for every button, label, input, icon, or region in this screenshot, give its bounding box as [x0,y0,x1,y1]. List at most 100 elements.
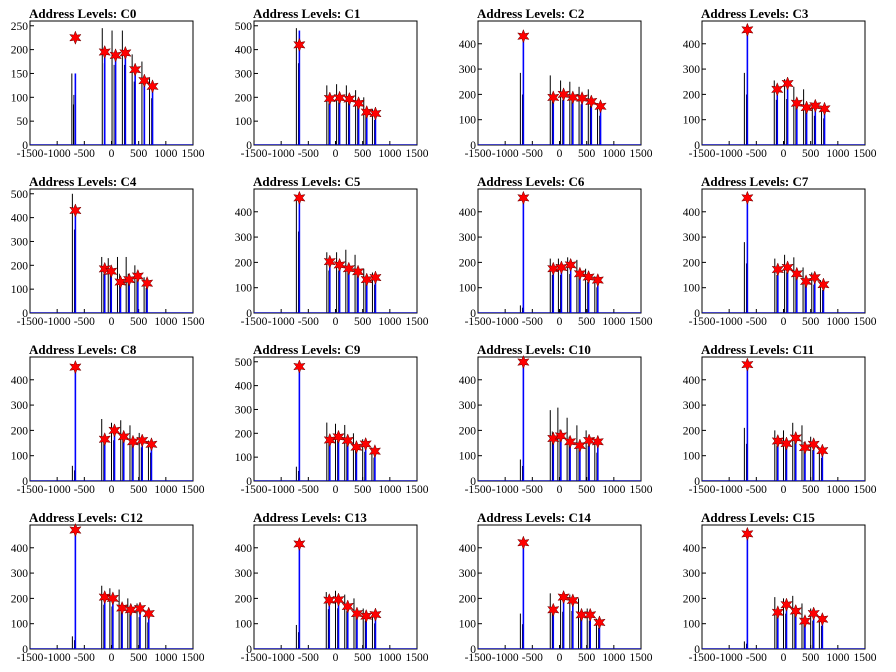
peak-marker [573,266,587,281]
x-tick-label: -500 [522,484,543,496]
x-tick-label: 0 [109,484,115,496]
x-tick-label: -1000 [268,316,295,328]
y-tick-label: 200 [11,45,29,57]
y-tick-label: 400 [235,381,253,393]
peak-marker [816,611,829,627]
x-tick-label: 1000 [826,652,849,664]
y-tick-label: 100 [683,283,701,295]
chart-panel-5: Address Levels: C5 0 100 200 300 400 -1500 -100… [235,174,429,328]
y-tick-label: 250 [11,21,29,33]
plot-frame [29,20,194,146]
peak-marker [591,272,605,288]
y-tick-label: 0 [694,308,700,320]
x-tick-label: -1000 [716,652,743,664]
peak-marker [108,423,121,438]
y-tick-label: 400 [11,543,29,555]
x-tick-label: 500 [130,316,148,328]
chart-title: Address Levels: C14 [477,510,591,525]
y-tick-label: 300 [459,64,477,76]
x-tick-label: 500 [354,148,372,160]
x-tick-label: -500 [522,316,543,328]
peak-marker [350,606,364,621]
chart-panel-11: Address Levels: C11 0 100 200 300 400 -1500 -10… [683,342,877,496]
peak-marker [807,437,820,452]
peak-marker [98,432,111,447]
peak-marker [547,602,560,617]
x-tick-label: 0 [557,316,563,328]
y-tick-label: 400 [683,375,701,387]
peak-marker [146,79,159,94]
y-tick-label: 0 [246,476,252,488]
peak-marker [809,98,822,113]
peak-marker [98,44,111,60]
y-tick-label: 400 [683,207,701,219]
y-tick-label: 300 [235,232,253,244]
peak-marker [573,438,587,453]
x-tick-label: -1500 [241,148,268,160]
x-tick-label: -1500 [689,148,716,160]
peak-marker [517,535,530,550]
peak-marker [771,605,785,620]
plot-frame [701,188,866,314]
x-tick-label: 1500 [630,148,653,160]
y-tick-label: 0 [470,644,476,656]
y-tick-label: 400 [11,213,29,225]
peak-marker [332,592,345,607]
plot-frame [701,20,866,146]
y-tick-label: 100 [11,92,29,104]
x-tick-label: 500 [802,316,820,328]
peak-marker [342,261,356,276]
y-tick-label: 200 [235,593,253,605]
y-tick-label: 500 [11,189,29,201]
peak-marker [333,257,346,273]
x-tick-label: -500 [522,148,543,160]
x-tick-label: 1500 [630,316,653,328]
x-tick-label: -500 [522,652,543,664]
y-tick-label: 300 [683,568,701,580]
peak-marker [557,589,570,605]
peak-marker [517,28,530,44]
x-tick-label: 500 [578,484,596,496]
x-tick-label: 1000 [154,148,177,160]
peak-marker [582,433,596,448]
x-tick-label: -500 [298,652,319,664]
peak-marker [547,90,560,105]
x-tick-label: 1500 [406,484,429,496]
y-tick-label: 100 [459,283,477,295]
x-tick-label: 1500 [854,148,877,160]
peak-marker [293,37,306,53]
y-tick-label: 200 [683,257,701,269]
peak-marker [566,90,580,105]
peak-marker [145,437,158,452]
x-tick-label: 0 [781,316,787,328]
chart-title: Address Levels: C3 [701,6,809,21]
x-tick-label: -1000 [716,484,743,496]
x-tick-label: -1000 [492,316,519,328]
peak-marker [369,607,382,622]
y-tick-label: 100 [235,452,253,464]
peak-marker [557,87,570,102]
x-tick-label: 1000 [154,484,177,496]
peak-marker [115,600,129,616]
peak-marker [98,589,111,605]
peak-marker [781,260,794,275]
x-tick-label: 500 [354,652,372,664]
x-tick-label: 1500 [182,316,205,328]
y-tick-label: 400 [235,543,253,555]
peak-marker [517,190,530,206]
x-tick-label: 1500 [630,652,653,664]
peak-marker [789,603,802,619]
x-tick-label: 1000 [154,316,177,328]
peak-marker [780,597,793,612]
x-tick-label: 500 [578,148,596,160]
y-tick-label: 500 [235,21,253,33]
chart-panel-6: Address Levels: C6 0 100 200 300 400 -1500 -100… [459,174,653,328]
peak-marker [128,62,142,77]
peak-marker [135,433,149,448]
x-tick-label: -1000 [44,484,71,496]
chart-panel-10: Address Levels: C10 0 100 200 300 400 -1500 -10… [459,342,653,496]
chart-panel-9: Address Levels: C90100200300400500-1500-… [235,342,429,496]
y-tick-label: 200 [459,257,477,269]
x-tick-label: -1500 [689,652,716,664]
peak-marker [564,257,577,273]
